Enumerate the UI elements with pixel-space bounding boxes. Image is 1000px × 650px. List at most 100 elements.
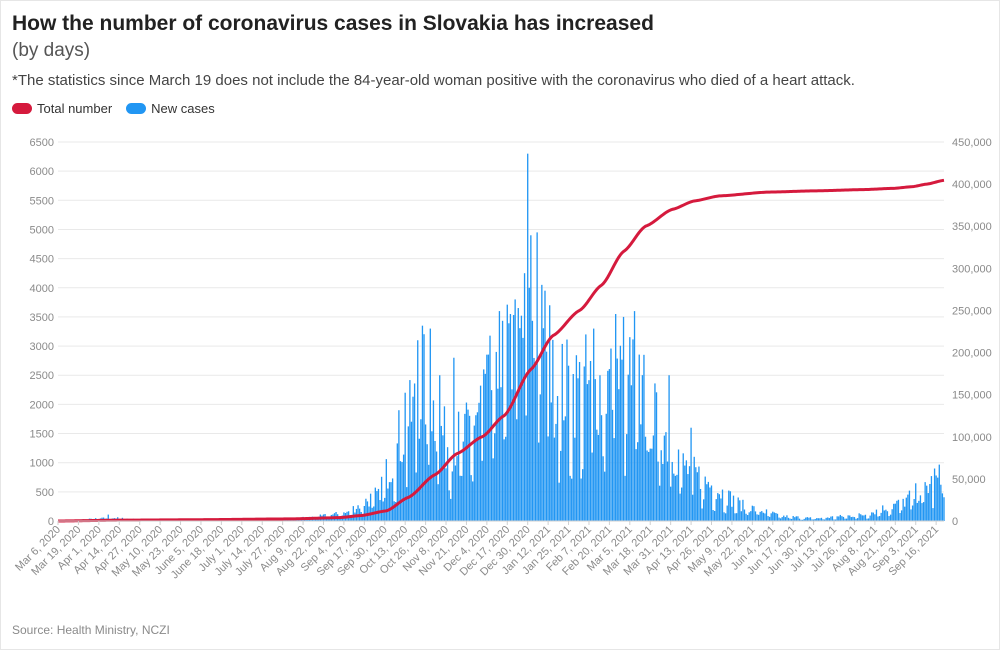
- new-cases-bar[interactable]: [446, 447, 449, 521]
- new-cases-bar[interactable]: [808, 517, 810, 521]
- new-cases-bar[interactable]: [723, 512, 725, 521]
- new-cases-bar[interactable]: [549, 305, 551, 521]
- new-cases-bar[interactable]: [398, 410, 400, 521]
- new-cases-bar[interactable]: [432, 400, 435, 521]
- new-cases-bar[interactable]: [681, 487, 683, 521]
- new-cases-bar[interactable]: [478, 402, 480, 521]
- new-cases-bar[interactable]: [875, 509, 878, 521]
- new-cases-bar[interactable]: [443, 406, 446, 521]
- new-cases-bar[interactable]: [508, 323, 510, 521]
- new-cases-bar[interactable]: [831, 516, 834, 521]
- new-cases-bar[interactable]: [591, 452, 593, 521]
- new-cases-bar[interactable]: [844, 518, 846, 521]
- new-cases-bar[interactable]: [522, 337, 524, 521]
- new-cases-bar[interactable]: [585, 334, 587, 521]
- new-cases-bar[interactable]: [421, 325, 424, 521]
- new-cases-bar[interactable]: [894, 503, 896, 521]
- new-cases-bar[interactable]: [538, 442, 540, 521]
- new-cases-bar[interactable]: [442, 435, 444, 521]
- new-cases-bar[interactable]: [751, 505, 754, 521]
- new-cases-bar[interactable]: [739, 500, 741, 521]
- new-cases-bar[interactable]: [654, 383, 656, 521]
- new-cases-bar[interactable]: [778, 517, 780, 521]
- new-cases-bar[interactable]: [897, 499, 900, 521]
- new-cases-bar[interactable]: [905, 497, 907, 521]
- new-cases-bar[interactable]: [921, 503, 923, 521]
- new-cases-bar[interactable]: [665, 432, 667, 521]
- new-cases-bar[interactable]: [651, 448, 653, 521]
- new-cases-bar[interactable]: [497, 388, 499, 521]
- new-cases-bar[interactable]: [640, 424, 642, 521]
- new-cases-bar[interactable]: [445, 468, 447, 521]
- new-cases-bar[interactable]: [899, 513, 901, 521]
- new-cases-bar[interactable]: [891, 509, 893, 521]
- new-cases-bar[interactable]: [374, 487, 376, 521]
- new-cases-bar[interactable]: [762, 512, 764, 521]
- new-cases-bar[interactable]: [461, 475, 463, 521]
- new-cases-bar[interactable]: [528, 287, 530, 521]
- new-cases-bar[interactable]: [473, 425, 475, 521]
- new-cases-bar[interactable]: [439, 375, 441, 521]
- new-cases-bar[interactable]: [450, 498, 452, 521]
- new-cases-bar[interactable]: [889, 514, 892, 521]
- new-cases-bar[interactable]: [659, 485, 661, 521]
- new-cases-bar[interactable]: [836, 516, 838, 521]
- new-cases-bar[interactable]: [616, 358, 618, 521]
- new-cases-bar[interactable]: [588, 380, 590, 521]
- new-cases-bar[interactable]: [646, 450, 648, 521]
- new-cases-bar[interactable]: [776, 513, 779, 521]
- new-cases-bar[interactable]: [329, 519, 331, 521]
- new-cases-bar[interactable]: [740, 511, 743, 521]
- new-cases-bar[interactable]: [772, 511, 774, 521]
- new-cases-bar[interactable]: [578, 362, 581, 521]
- new-cases-bar[interactable]: [409, 380, 411, 521]
- new-cases-bar[interactable]: [904, 506, 906, 521]
- new-cases-bar[interactable]: [627, 374, 629, 521]
- new-cases-bar[interactable]: [820, 517, 823, 521]
- new-cases-bar[interactable]: [773, 512, 775, 521]
- new-cases-bar[interactable]: [437, 484, 439, 521]
- new-cases-bar[interactable]: [886, 511, 889, 521]
- new-cases-bar[interactable]: [750, 511, 752, 521]
- new-cases-bar[interactable]: [735, 513, 738, 521]
- new-cases-bar[interactable]: [690, 427, 692, 521]
- new-cases-bar[interactable]: [822, 519, 824, 521]
- new-cases-bar[interactable]: [858, 513, 860, 521]
- new-cases-bar[interactable]: [501, 320, 504, 521]
- new-cases-bar[interactable]: [486, 354, 488, 521]
- new-cases-bar[interactable]: [569, 475, 571, 521]
- new-cases-bar[interactable]: [571, 478, 573, 521]
- new-cases-bar[interactable]: [621, 359, 623, 521]
- new-cases-bar[interactable]: [462, 441, 464, 521]
- new-cases-bar[interactable]: [404, 392, 406, 521]
- new-cases-bar[interactable]: [608, 369, 611, 521]
- new-cases-bar[interactable]: [468, 415, 471, 521]
- new-cases-bar[interactable]: [828, 518, 830, 521]
- new-cases-bar[interactable]: [426, 444, 428, 521]
- new-cases-bar[interactable]: [380, 476, 383, 521]
- new-cases-bar[interactable]: [814, 518, 816, 521]
- new-cases-bar[interactable]: [363, 505, 365, 521]
- new-cases-bar[interactable]: [580, 478, 582, 521]
- new-cases-bar[interactable]: [597, 434, 600, 521]
- new-cases-bar[interactable]: [641, 375, 644, 521]
- new-cases-bar[interactable]: [555, 423, 557, 521]
- new-cases-bar[interactable]: [877, 516, 879, 521]
- new-cases-bar[interactable]: [377, 488, 380, 521]
- new-cases-bar[interactable]: [761, 511, 763, 521]
- new-cases-bar[interactable]: [349, 515, 351, 521]
- new-cases-bar[interactable]: [484, 373, 486, 521]
- new-cases-bar[interactable]: [701, 508, 703, 521]
- new-cases-bar[interactable]: [316, 519, 318, 521]
- new-cases-bar[interactable]: [572, 374, 574, 521]
- new-cases-bar[interactable]: [713, 510, 716, 521]
- new-cases-bar[interactable]: [494, 433, 496, 521]
- new-cases-bar[interactable]: [613, 438, 615, 521]
- new-cases-bar[interactable]: [550, 402, 552, 521]
- new-cases-bar[interactable]: [637, 442, 639, 521]
- new-cases-bar[interactable]: [599, 375, 601, 521]
- new-cases-bar[interactable]: [453, 357, 455, 521]
- new-cases-bar[interactable]: [882, 505, 884, 521]
- new-cases-bar[interactable]: [412, 396, 414, 521]
- new-cases-bar[interactable]: [464, 413, 466, 521]
